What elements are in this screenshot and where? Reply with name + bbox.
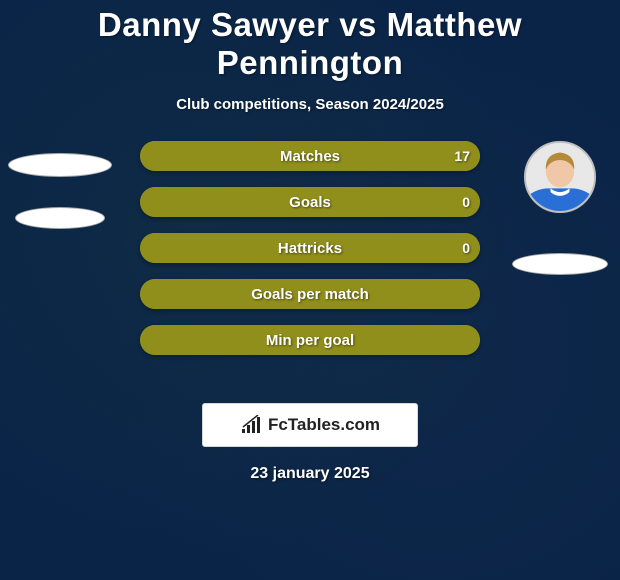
stat-bar-value-right: 17: [454, 148, 470, 164]
date-text: 23 january 2025: [0, 465, 620, 483]
stat-bars: Matches 17 Goals 0 Hattricks 0 Goals per match…: [140, 141, 480, 355]
comparison-body: Matches 17 Goals 0 Hattricks 0 Goals per match…: [0, 141, 620, 381]
stat-bar-label: Matches: [280, 148, 340, 165]
player-right-name-placeholder: [512, 253, 608, 275]
player-right-avatar: [524, 141, 596, 213]
stat-bar-goals_per_match: Goals per match: [140, 279, 480, 309]
player-right-column: [500, 141, 620, 275]
stat-bar-label: Goals per match: [251, 286, 369, 303]
stat-bar-matches: Matches 17: [140, 141, 480, 171]
page: Danny Sawyer vs Matthew Pennington Club …: [0, 0, 620, 580]
stat-bar-hattricks: Hattricks 0: [140, 233, 480, 263]
subtitle: Club competitions, Season 2024/2025: [0, 96, 620, 113]
stat-bar-value-right: 0: [462, 240, 470, 256]
player-left-name-placeholder: [15, 207, 105, 229]
fctables-logo-icon: [240, 415, 264, 435]
jersey-shape: [526, 188, 594, 211]
page-title: Danny Sawyer vs Matthew Pennington: [0, 0, 620, 82]
stat-bar-goals: Goals 0: [140, 187, 480, 217]
logo-box[interactable]: FcTables.com: [202, 403, 418, 447]
player-right-avatar-svg: [526, 143, 594, 211]
logo-text: FcTables.com: [268, 415, 380, 435]
player-left-column: [0, 141, 120, 229]
stat-bar-value-right: 0: [462, 194, 470, 210]
player-left-avatar-placeholder: [8, 153, 112, 177]
stat-bar-min_per_goal: Min per goal: [140, 325, 480, 355]
stat-bar-label: Goals: [289, 194, 331, 211]
stat-bar-label: Min per goal: [266, 332, 354, 349]
stat-bar-label: Hattricks: [278, 240, 342, 257]
